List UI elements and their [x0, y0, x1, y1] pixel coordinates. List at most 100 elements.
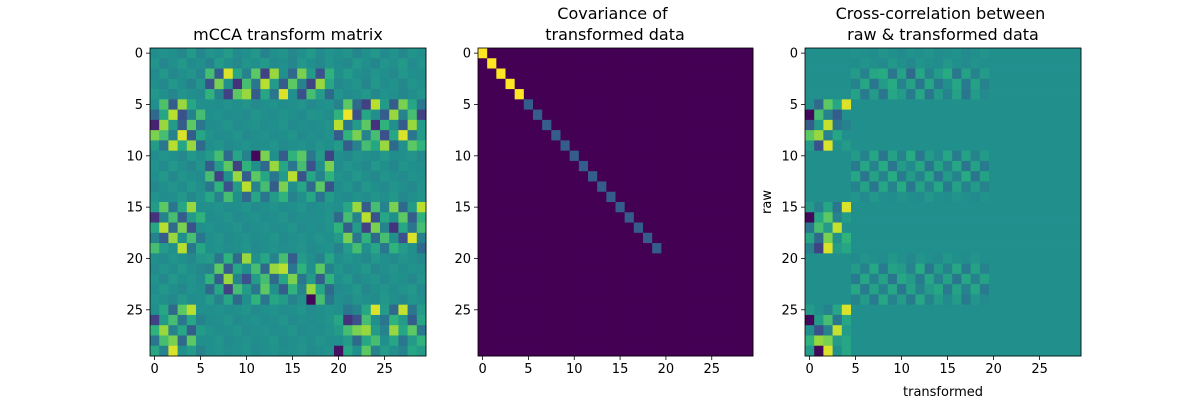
heatmap-cell — [597, 78, 607, 90]
heatmap-cell — [214, 191, 224, 203]
heatmap-cell — [688, 304, 699, 316]
heatmap-cell — [1071, 119, 1082, 131]
heatmap-cell — [597, 58, 607, 69]
heatmap-cell — [943, 263, 953, 275]
heatmap-cell — [716, 89, 726, 100]
heatmap-cell — [1053, 130, 1063, 141]
heatmap-cell — [979, 99, 990, 110]
heatmap-cell — [814, 222, 824, 234]
heatmap-cell — [841, 140, 852, 152]
heatmap-cell — [615, 273, 626, 285]
heatmap-cell — [869, 232, 879, 244]
heatmap-cell — [851, 294, 861, 306]
heatmap-cell — [380, 314, 390, 326]
heatmap-cell — [961, 140, 971, 152]
heatmap-cell — [1044, 273, 1054, 285]
heatmap-cell — [851, 99, 861, 110]
heatmap-cell — [841, 160, 852, 172]
heatmap-cell — [832, 284, 843, 295]
heatmap-cell — [814, 232, 824, 244]
heatmap-cell — [606, 222, 616, 234]
heatmap-cell — [159, 253, 169, 264]
heatmap-cell — [906, 284, 916, 295]
heatmap-cell — [569, 335, 580, 347]
heatmap-cell — [416, 314, 427, 326]
heatmap-cell — [288, 304, 298, 316]
heatmap-cell — [597, 335, 607, 347]
heatmap-cell — [1071, 68, 1082, 80]
heatmap-cell — [1053, 68, 1063, 80]
heatmap-cell — [398, 68, 408, 80]
heatmap-cell — [343, 314, 353, 326]
heatmap-cell — [186, 150, 197, 162]
heatmap-cell — [915, 222, 925, 234]
heatmap-cell — [214, 140, 224, 152]
heatmap-cell — [407, 89, 418, 100]
heatmap-cell — [569, 284, 580, 295]
heatmap-cell — [624, 335, 635, 347]
heatmap-cell — [1016, 314, 1027, 326]
heatmap-cell — [860, 232, 870, 244]
heatmap-cell — [186, 243, 197, 254]
heatmap-cell — [814, 181, 824, 193]
x-tick-label: 0 — [150, 362, 158, 377]
heatmap-cell — [168, 304, 178, 316]
y-tick-label: 25 — [781, 303, 798, 318]
heatmap-cell — [380, 130, 390, 141]
heatmap-cell — [177, 191, 188, 203]
heatmap-cell — [823, 304, 833, 316]
heatmap-cell — [242, 294, 252, 306]
heatmap-cell — [624, 232, 635, 244]
heatmap-cell — [670, 68, 681, 80]
heatmap-cell — [906, 325, 916, 336]
heatmap-cell — [150, 130, 160, 141]
heatmap-cell — [970, 68, 981, 80]
heatmap-cell — [223, 68, 234, 80]
heatmap-cell — [897, 325, 907, 336]
heatmap-cell — [725, 68, 736, 80]
heatmap-cell — [334, 314, 344, 326]
heatmap-cell — [260, 212, 270, 223]
heatmap-cell — [805, 345, 815, 357]
heatmap-cell — [860, 181, 870, 193]
heatmap-cell — [805, 284, 815, 295]
heatmap-cell — [232, 181, 243, 193]
heatmap-cell — [1053, 99, 1063, 110]
heatmap-cell — [643, 304, 653, 316]
heatmap-cell — [542, 109, 552, 121]
heatmap-cell — [398, 294, 408, 306]
heatmap-cell — [679, 273, 690, 285]
heatmap-cell — [698, 48, 708, 59]
heatmap-cell — [652, 232, 662, 244]
heatmap-cell — [407, 284, 418, 295]
heatmap-cell — [505, 150, 516, 162]
heatmap-cell — [652, 130, 662, 141]
heatmap-cell — [334, 304, 344, 316]
heatmap-cell — [177, 304, 188, 316]
heatmap-cell — [652, 294, 662, 306]
heatmap-cell — [361, 212, 372, 223]
heatmap-cell — [370, 160, 381, 172]
heatmap-cell — [606, 48, 616, 59]
heatmap-cell — [569, 150, 580, 162]
heatmap-cell — [1044, 243, 1054, 254]
heatmap-cell — [370, 171, 381, 182]
heatmap-cell — [1007, 191, 1017, 203]
heatmap-cell — [952, 314, 962, 326]
heatmap-cell — [624, 89, 635, 100]
heatmap-cell — [533, 171, 543, 182]
heatmap-cell — [1007, 58, 1017, 69]
heatmap-cell — [633, 171, 644, 182]
heatmap-cell — [416, 304, 427, 316]
heatmap-cell — [897, 89, 907, 100]
heatmap-cell — [869, 222, 879, 234]
heatmap-cell — [661, 345, 671, 357]
heatmap-cell — [269, 171, 280, 182]
heatmap-cell — [998, 89, 1008, 100]
heatmap-cell — [823, 243, 833, 254]
heatmap-cell — [814, 99, 824, 110]
heatmap-cell — [223, 191, 234, 203]
heatmap-cell — [805, 78, 815, 90]
heatmap-cell — [343, 304, 353, 316]
